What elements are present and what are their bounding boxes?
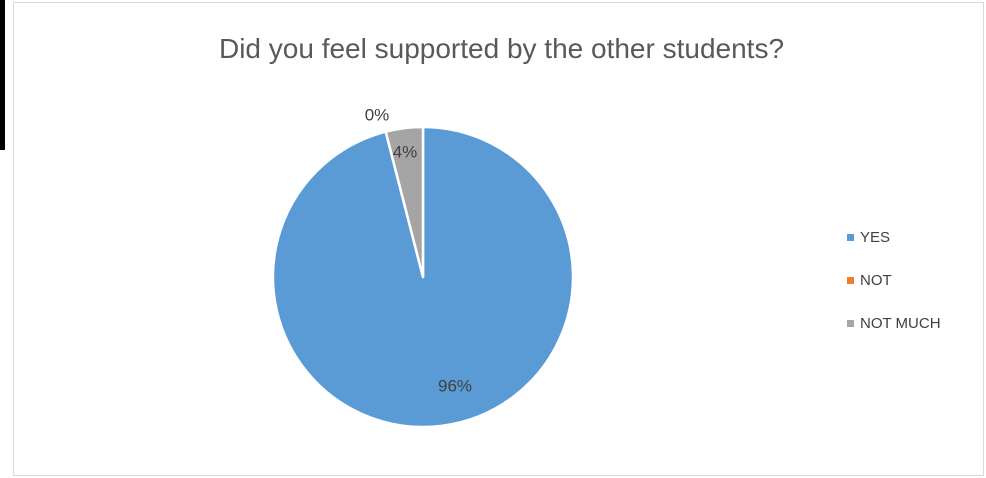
legend-swatch-not (847, 276, 854, 284)
left-edge-bar (0, 0, 5, 150)
data-label-not-much: 4% (393, 142, 418, 161)
legend: YES NOT NOT MUCH (847, 226, 941, 355)
pie-slice-not-much (384, 125, 425, 279)
legend-swatch-not-much (847, 319, 854, 327)
legend-item-not-much: NOT MUCH (847, 312, 941, 334)
legend-item-yes: YES (847, 226, 941, 248)
legend-swatch-yes (847, 233, 854, 241)
data-label-not: 0% (365, 105, 390, 124)
chart-title: Did you feel supported by the other stud… (218, 33, 785, 64)
legend-label-yes: YES (860, 228, 891, 246)
legend-label-not-much: NOT MUCH (860, 314, 941, 332)
legend-label-not: NOT (860, 271, 892, 289)
data-label-yes: 96% (438, 376, 472, 395)
legend-item-not: NOT (847, 269, 941, 291)
